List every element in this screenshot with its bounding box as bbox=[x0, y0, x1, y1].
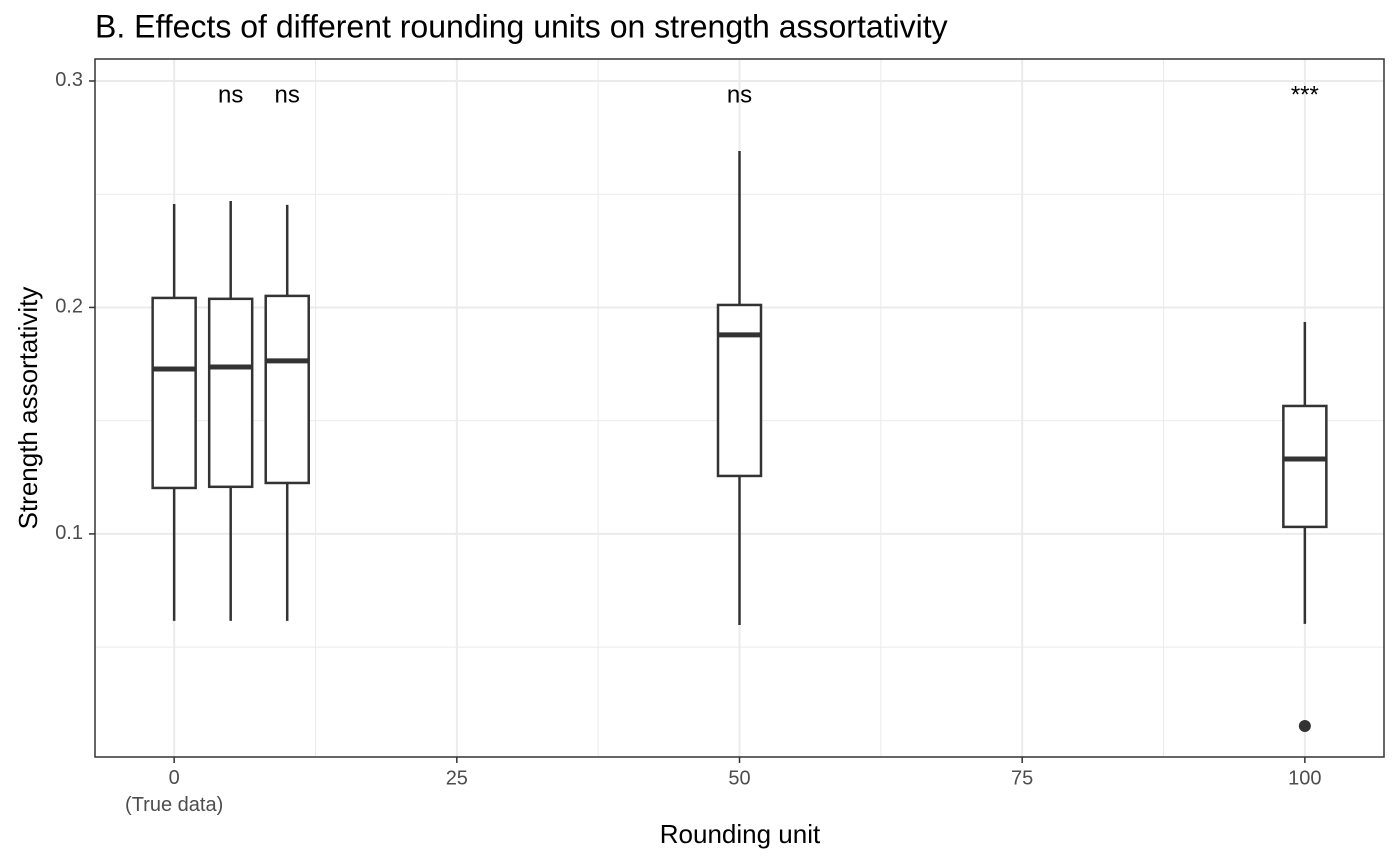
box bbox=[151, 296, 197, 490]
significance-label: ns bbox=[218, 81, 243, 108]
x-tick-label: 75 bbox=[1011, 767, 1033, 789]
significance-label: ns bbox=[727, 81, 752, 108]
outlier bbox=[1298, 719, 1311, 732]
box bbox=[1282, 404, 1328, 529]
panel-border bbox=[94, 58, 1385, 758]
significance-label: *** bbox=[1291, 81, 1319, 108]
significance-label: ns bbox=[275, 81, 300, 108]
box bbox=[207, 297, 254, 489]
y-tick-label: 0.2 bbox=[55, 296, 83, 318]
y-tick-label: 0.1 bbox=[55, 522, 83, 544]
x-tick-label: 100 bbox=[1288, 767, 1321, 789]
x-tick-label: 25 bbox=[446, 767, 468, 789]
x-axis-title: Rounding unit bbox=[660, 819, 821, 849]
x-tick-label: 0 (True data) bbox=[125, 767, 223, 816]
y-tick-label: 0.3 bbox=[55, 69, 83, 91]
box bbox=[264, 294, 310, 485]
box bbox=[716, 303, 763, 478]
chart-title: B. Effects of different rounding units o… bbox=[95, 8, 948, 44]
y-axis-title: Strength assortativity bbox=[13, 287, 43, 530]
x-tick-label: 50 bbox=[728, 767, 750, 789]
